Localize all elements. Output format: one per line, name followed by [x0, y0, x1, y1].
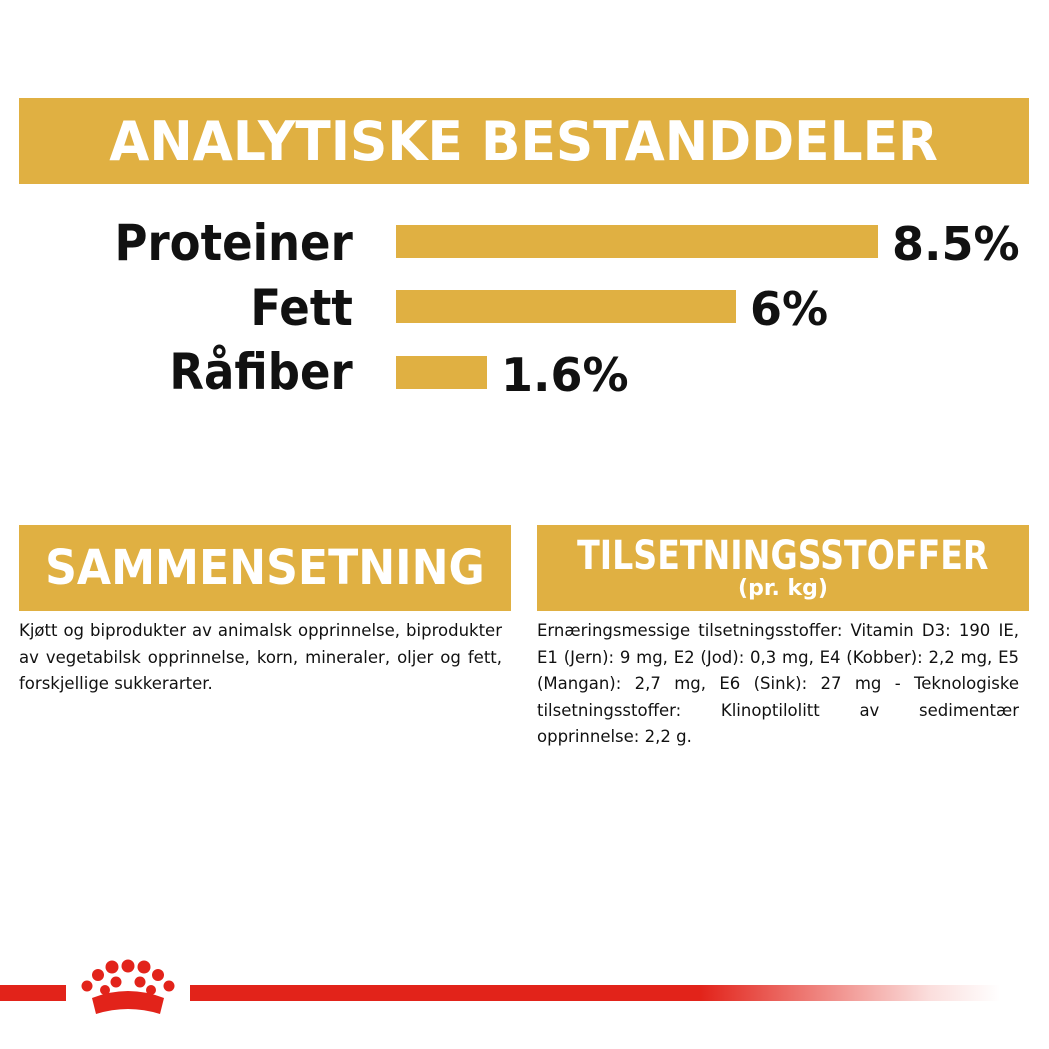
nutrient-label-fiber: Råfiber [169, 343, 353, 401]
header-banner: ANALYTISKE BESTANDDELER [19, 98, 1029, 184]
nutrient-value-fat: 6% [750, 282, 829, 336]
composition-text: Kjøtt og biprodukter av animalsk opprinn… [19, 621, 502, 693]
additives-text: Ernæringsmessige tilsetningsstoffer: Vit… [537, 621, 1019, 746]
footer-brand-line [0, 985, 1000, 1001]
nutrient-bar-fat [396, 290, 736, 323]
page-title: ANALYTISKE BESTANDDELER [109, 109, 939, 173]
crown-icon [81, 959, 175, 1014]
composition-title: SAMMENSETNING [45, 540, 485, 596]
additives-subtitle: (pr. kg) [738, 576, 828, 601]
nutrient-label-fat: Fett [250, 279, 353, 337]
nutrient-label-protein: Proteiner [114, 214, 353, 272]
composition-header: SAMMENSETNING [19, 525, 511, 611]
nutrient-bar-protein [396, 225, 878, 258]
additives-title: TILSETNINGSSTOFFER [577, 533, 989, 579]
nutrient-bar-fiber [396, 356, 487, 389]
additives-header: TILSETNINGSSTOFFER (pr. kg) [537, 525, 1029, 611]
nutrient-value-fiber: 1.6% [501, 348, 629, 402]
nutrient-value-protein: 8.5% [892, 217, 1020, 271]
